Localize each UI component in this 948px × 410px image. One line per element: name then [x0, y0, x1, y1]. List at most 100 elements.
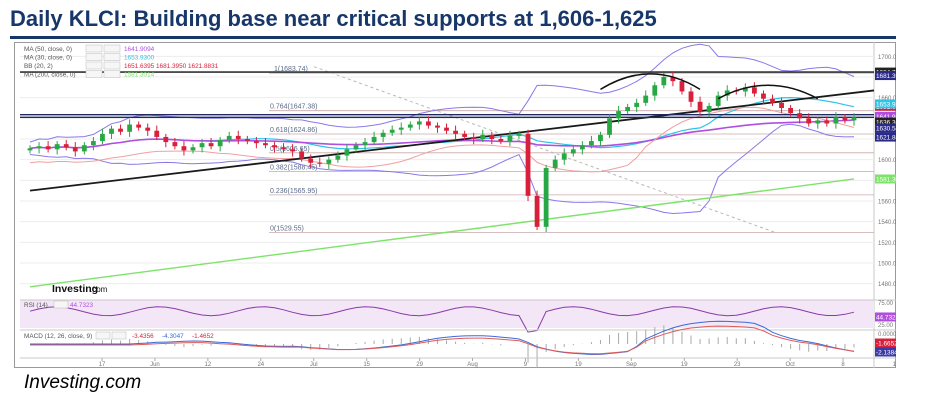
candle-body — [570, 149, 576, 154]
x-tick-label: Aug — [467, 362, 478, 368]
candle-body — [90, 141, 96, 146]
x-tick-label: 19 — [681, 362, 688, 368]
candle-body — [127, 124, 133, 132]
x-tick-label: 24 — [257, 362, 264, 368]
legend-label: MA (200, close, 0) — [24, 72, 76, 79]
candle-body — [589, 141, 594, 146]
candle-body — [616, 111, 621, 119]
candle-body — [54, 144, 60, 150]
x-tick-label: Sep — [626, 362, 637, 368]
candle-body — [779, 102, 784, 108]
candle-body — [670, 77, 676, 82]
candle-body — [353, 145, 359, 150]
fib-label: 0(1529.55) — [270, 225, 304, 232]
candle-body — [435, 125, 440, 128]
candle-body — [308, 158, 314, 163]
x-tick-label: 17 — [99, 362, 106, 368]
rsi-price-box — [875, 312, 896, 322]
price-label-text: 1621.88 — [876, 135, 896, 142]
candle-body — [516, 133, 522, 136]
candle-body — [253, 141, 259, 144]
candle-body — [661, 77, 667, 86]
candle-body — [263, 143, 268, 146]
price-label-box — [875, 117, 896, 127]
price-label-box — [875, 123, 896, 133]
candle-body — [181, 146, 187, 151]
price-label-box — [875, 71, 896, 81]
candle-body — [761, 93, 766, 99]
watermark-suffix: .com — [90, 285, 108, 294]
y-tick-label: 1660.00 — [878, 96, 896, 102]
x-tick-label: Jul — [310, 362, 318, 368]
y-tick-label: 1500.00 — [878, 262, 896, 268]
candle-body — [751, 87, 757, 94]
rsi-tick: 25.00 — [878, 323, 894, 329]
candle-body — [36, 146, 42, 149]
candle-body — [326, 159, 332, 164]
legend-box — [103, 70, 121, 78]
candle-body — [579, 145, 585, 150]
candle-body — [688, 91, 694, 102]
candle-body — [27, 148, 33, 151]
legend-label: MA (50, close, 0) — [24, 46, 72, 53]
price-label-box — [875, 174, 896, 184]
candle-body — [272, 145, 277, 148]
price-label-text: 1630.54 — [876, 126, 896, 133]
price-label-box — [875, 99, 896, 109]
price-label-text: 1653.93 — [876, 101, 896, 108]
macd-legend-box — [111, 331, 127, 340]
candle-body — [154, 130, 160, 137]
candle-body — [380, 132, 386, 137]
candle-body — [607, 118, 612, 135]
candle-body — [534, 195, 540, 227]
candle-body — [462, 133, 468, 137]
rsi-band — [20, 300, 874, 328]
title-underline — [10, 36, 896, 39]
signal-line — [30, 325, 855, 355]
candle-body — [842, 117, 848, 121]
x-tick-label: 12 — [205, 362, 212, 368]
legend-value: 1651.6395 1681.3950 1621.8831 — [124, 63, 219, 70]
x-tick-label: Jun — [150, 362, 160, 368]
legend-label: MA (30, close, 0) — [24, 55, 72, 62]
klci-chart: 1480.00 1500.00 1520.00 1540.00 1560.00 15 8 0.… — [14, 42, 896, 368]
rsi-value: 44.7323 — [70, 302, 94, 309]
price-label-box — [875, 111, 896, 121]
candle-body — [426, 121, 431, 126]
y-tick-label: 1700.00 — [878, 55, 896, 61]
macd-price-text: -1.6652 — [876, 341, 896, 348]
candle-body — [770, 98, 775, 103]
ma200-line — [29, 178, 855, 288]
candle-body — [697, 101, 703, 113]
candle-body — [815, 120, 821, 124]
candle-body — [344, 149, 350, 156]
legend-box — [103, 61, 121, 70]
top-arc-right — [717, 84, 819, 100]
price-label-text: 1581.30 — [876, 176, 896, 183]
macd-title: MACD (12, 26, close, 9) — [24, 333, 92, 340]
x-tick-label: 29 — [416, 362, 423, 368]
candle-body — [833, 117, 839, 124]
top-arc-left — [600, 73, 701, 91]
candle-body — [235, 135, 241, 139]
fib-label: 0.236(1565.95) — [270, 188, 317, 195]
candle-body — [552, 159, 558, 168]
price-label-text: 1681.39 — [876, 73, 896, 80]
macd-legend-box — [95, 331, 111, 340]
rsi-price-text: 44.7323 — [876, 314, 896, 321]
y-tick-label: 1600.00 — [878, 158, 896, 164]
legend-value: 1653.9300 — [124, 55, 155, 62]
legend-box — [103, 44, 121, 53]
legend-label: BB (20, 2) — [24, 63, 53, 70]
candle-body — [81, 145, 87, 152]
candle-body — [561, 153, 567, 160]
candle-body — [625, 106, 631, 112]
bollinger-upper — [29, 43, 855, 143]
fib-label: 0.5(1606.65) — [270, 146, 310, 153]
candle-body — [136, 124, 142, 128]
legend-value: 1581.3014 — [124, 72, 155, 79]
candle-body — [489, 134, 495, 139]
candle-body — [118, 128, 123, 132]
candle-body — [72, 147, 78, 152]
rsi-title: RSI (14) — [24, 302, 48, 309]
